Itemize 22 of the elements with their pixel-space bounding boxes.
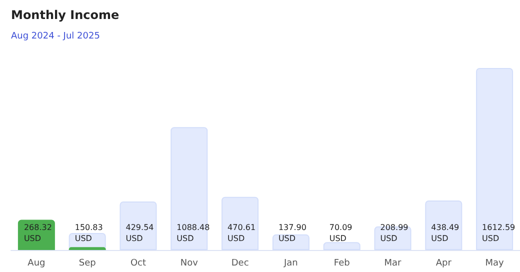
data-label: 150.83 USD bbox=[74, 223, 103, 243]
chart-title: Monthly Income bbox=[11, 8, 120, 22]
x-tick-label: Sep bbox=[78, 258, 96, 268]
chart-subtitle: Aug 2024 - Jul 2025 bbox=[11, 32, 100, 42]
x-tick-label: Apr bbox=[436, 258, 452, 268]
x-tick-label: Mar bbox=[384, 258, 402, 268]
x-tick-label: Oct bbox=[130, 258, 146, 268]
data-label: 438.49 USD bbox=[431, 223, 460, 243]
data-label: 268.32 USD bbox=[24, 223, 52, 243]
data-label: 1088.48 USD bbox=[176, 223, 210, 243]
data-label: 1612.59 USD bbox=[482, 223, 516, 243]
data-label: 70.09 USD bbox=[329, 223, 352, 243]
x-tick-label: Dec bbox=[231, 258, 249, 268]
data-label: 137.90 USD bbox=[278, 223, 306, 243]
data-label: 208.99 USD bbox=[380, 223, 408, 243]
x-tick-label: Feb bbox=[334, 258, 350, 268]
x-tick-label: Aug bbox=[28, 258, 46, 268]
x-tick-label: Jan bbox=[283, 258, 298, 268]
data-label: 470.61 USD bbox=[228, 223, 256, 243]
x-tick-label: May bbox=[485, 258, 505, 268]
x-tick-label: Nov bbox=[180, 258, 199, 268]
data-label: 429.54 USD bbox=[126, 223, 154, 243]
